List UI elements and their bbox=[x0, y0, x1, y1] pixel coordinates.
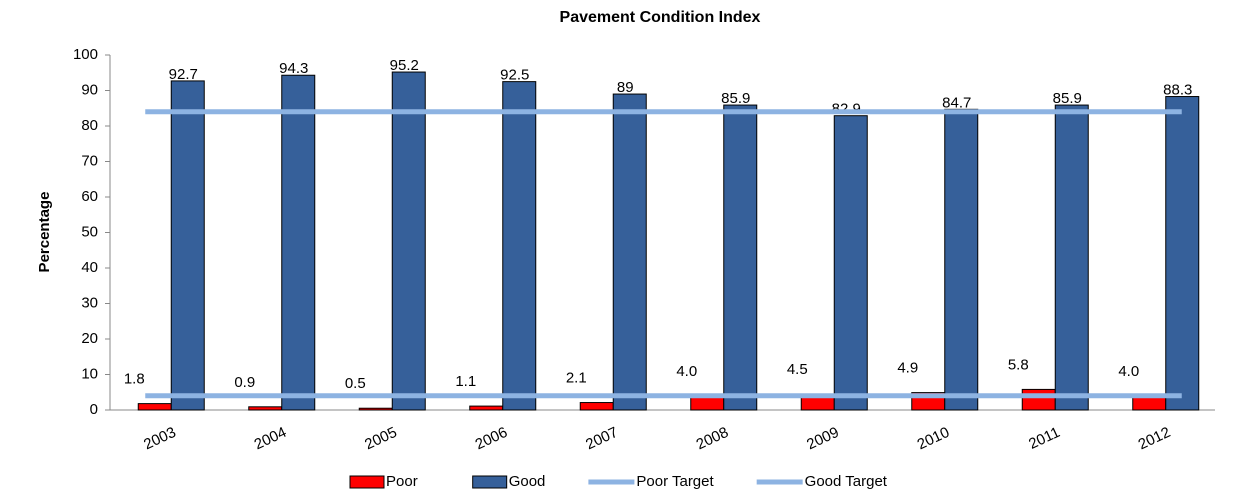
y-tick-label: 50 bbox=[81, 223, 98, 240]
value-label: 94.3 bbox=[279, 60, 308, 77]
y-axis-label: Percentage bbox=[36, 192, 53, 273]
x-tick-label: 2005 bbox=[362, 424, 399, 454]
x-tick-label: 2003 bbox=[141, 424, 178, 454]
x-tick-label: 2009 bbox=[804, 424, 841, 454]
bar bbox=[1165, 96, 1200, 411]
bar bbox=[723, 104, 758, 411]
value-label: 2.1 bbox=[566, 370, 587, 387]
bar bbox=[170, 80, 205, 411]
value-label: 92.7 bbox=[169, 66, 198, 83]
value-label: 5.8 bbox=[1008, 356, 1029, 373]
y-tick-label: 100 bbox=[73, 46, 98, 63]
y-tick-label: 30 bbox=[81, 294, 98, 311]
chart-title: Pavement Condition Index bbox=[560, 9, 761, 26]
bar bbox=[944, 108, 979, 411]
bar bbox=[833, 115, 868, 411]
value-label: 4.0 bbox=[676, 363, 697, 380]
x-tick-label: 2010 bbox=[915, 424, 952, 454]
value-label: 0.9 bbox=[234, 374, 255, 391]
value-label: 85.9 bbox=[1053, 90, 1082, 107]
value-label: 88.3 bbox=[1163, 82, 1192, 99]
legend-label: Poor Target bbox=[636, 473, 714, 490]
value-label: 1.8 bbox=[124, 371, 145, 388]
x-tick-label: 2006 bbox=[473, 424, 510, 454]
legend-label: Good Target bbox=[805, 473, 888, 490]
legend-swatch bbox=[472, 475, 508, 489]
value-label: 4.9 bbox=[897, 360, 918, 377]
x-tick-label: 2004 bbox=[252, 424, 289, 454]
value-label: 1.1 bbox=[455, 373, 476, 390]
x-tick-label: 2011 bbox=[1026, 424, 1062, 453]
bar bbox=[248, 406, 283, 411]
bar bbox=[281, 74, 316, 411]
x-tick-label: 2012 bbox=[1136, 424, 1173, 454]
y-tick-label: 70 bbox=[81, 152, 98, 169]
value-label: 95.2 bbox=[390, 57, 419, 74]
value-label: 0.5 bbox=[345, 375, 366, 392]
bar bbox=[612, 93, 647, 411]
bar bbox=[579, 402, 614, 411]
y-tick-label: 10 bbox=[81, 365, 98, 382]
legend-label: Good bbox=[509, 473, 546, 490]
y-tick-label: 80 bbox=[81, 117, 98, 134]
x-tick-label: 2007 bbox=[583, 424, 620, 454]
value-label: 82.9 bbox=[832, 101, 861, 118]
y-tick-label: 90 bbox=[81, 81, 98, 98]
y-tick-label: 0 bbox=[90, 401, 98, 418]
y-tick-label: 60 bbox=[81, 188, 98, 205]
bar bbox=[1021, 388, 1056, 411]
value-label: 85.9 bbox=[721, 90, 750, 107]
bar bbox=[391, 71, 426, 411]
bar bbox=[358, 407, 393, 411]
value-label: 4.5 bbox=[787, 361, 808, 378]
y-tick-label: 40 bbox=[81, 259, 98, 276]
value-label: 89 bbox=[617, 79, 634, 96]
legend-label: Poor bbox=[386, 473, 418, 490]
value-label: 92.5 bbox=[500, 67, 529, 84]
bar bbox=[502, 81, 537, 411]
value-label: 4.0 bbox=[1118, 363, 1139, 380]
bar bbox=[469, 405, 504, 411]
x-tick-label: 2008 bbox=[694, 424, 731, 454]
bar bbox=[137, 403, 172, 411]
y-tick-label: 20 bbox=[81, 330, 98, 347]
value-label: 84.7 bbox=[942, 94, 971, 111]
legend-swatch bbox=[349, 475, 385, 489]
bar bbox=[1054, 104, 1089, 411]
